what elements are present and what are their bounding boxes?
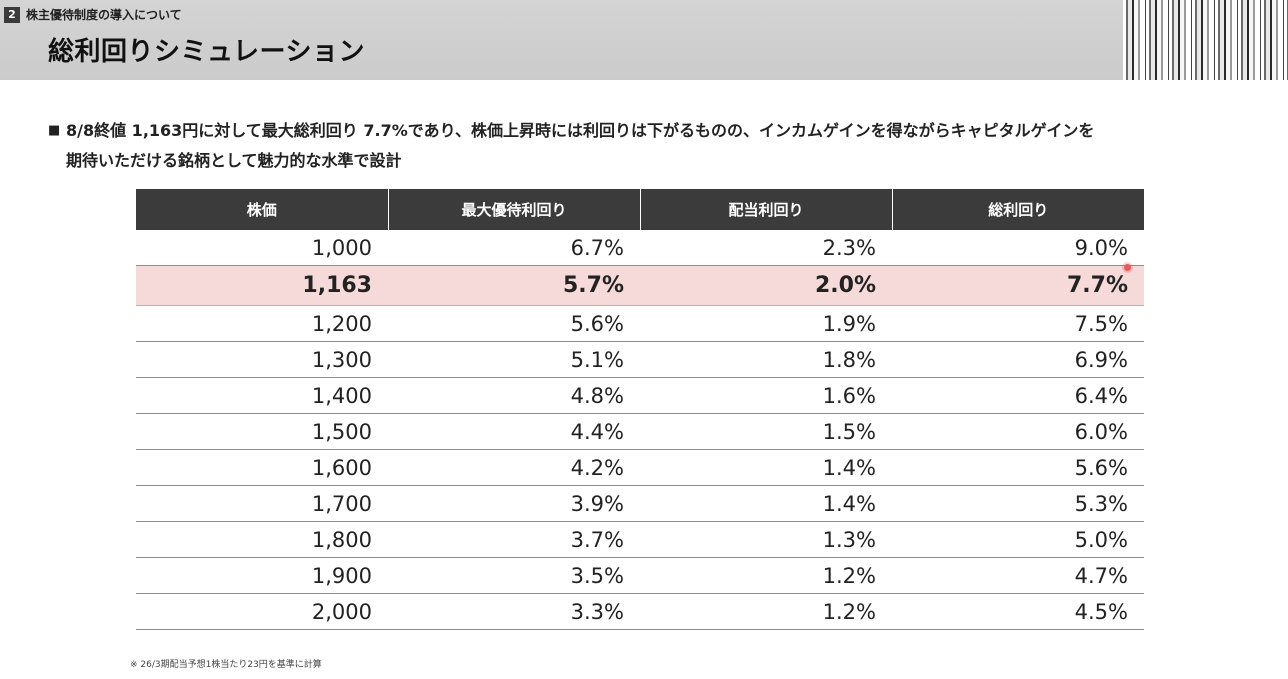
cell-dividend-yield: 2.0% xyxy=(640,265,892,306)
cell-stock-price: 1,400 xyxy=(136,377,388,414)
cell-total-yield: 5.3% xyxy=(892,485,1144,522)
table-row: 1,300 5.1% 1.8% 6.9% xyxy=(136,341,1144,378)
header-total-yield: 総利回り xyxy=(891,189,1144,230)
header-stock-price: 株価 xyxy=(136,189,388,230)
cell-stock-price: 1,300 xyxy=(136,341,388,378)
section-number-badge: 2 xyxy=(4,7,20,23)
cell-dividend-yield: 1.5% xyxy=(640,413,892,450)
square-bullet-icon: ■ xyxy=(48,123,61,138)
cell-max-benefit-yield: 6.7% xyxy=(388,230,640,266)
table-body: 1,000 6.7% 2.3% 9.0% 1,163 5.7% 2.0% 7.7% 1,200 5… xyxy=(136,230,1144,630)
table-row: 1,800 3.7% 1.3% 5.0% xyxy=(136,521,1144,558)
cell-stock-price: 1,900 xyxy=(136,557,388,594)
table-row: 1,500 4.4% 1.5% 6.0% xyxy=(136,413,1144,450)
cell-stock-price: 1,000 xyxy=(136,230,388,266)
lead-text: ■ 8/8終値 1,163円に対して最大総利回り 7.7%であり、株価上昇時には利… xyxy=(48,116,1248,176)
header-dividend-yield: 配当利回り xyxy=(639,189,892,230)
cell-total-yield: 9.0% xyxy=(892,230,1144,266)
pointer-dot-icon xyxy=(1124,264,1131,271)
cell-total-yield: 7.7% xyxy=(892,265,1144,306)
page-title: 総利回りシミュレーション xyxy=(48,37,365,67)
cell-total-yield: 6.4% xyxy=(892,377,1144,414)
cell-max-benefit-yield: 4.2% xyxy=(388,449,640,486)
cell-dividend-yield: 1.4% xyxy=(640,449,892,486)
cell-dividend-yield: 1.3% xyxy=(640,521,892,558)
cell-max-benefit-yield: 5.1% xyxy=(388,341,640,378)
cell-max-benefit-yield: 3.3% xyxy=(388,593,640,630)
decorative-stripes xyxy=(1123,0,1288,80)
table-row-highlighted: 1,163 5.7% 2.0% 7.7% xyxy=(136,265,1144,306)
cell-max-benefit-yield: 4.4% xyxy=(388,413,640,450)
cell-max-benefit-yield: 5.7% xyxy=(388,265,640,306)
lead-line-1: ■ 8/8終値 1,163円に対して最大総利回り 7.7%であり、株価上昇時には利… xyxy=(48,116,1248,146)
cell-dividend-yield: 1.4% xyxy=(640,485,892,522)
cell-max-benefit-yield: 4.8% xyxy=(388,377,640,414)
cell-total-yield: 5.6% xyxy=(892,449,1144,486)
cell-stock-price: 1,700 xyxy=(136,485,388,522)
lead-line-1-text: 8/8終値 1,163円に対して最大総利回り 7.7%であり、株価上昇時には利回… xyxy=(66,121,1095,140)
cell-stock-price: 1,200 xyxy=(136,305,388,342)
table-row: 1,700 3.9% 1.4% 5.3% xyxy=(136,485,1144,522)
section-title: 株主優待制度の導入について xyxy=(26,8,182,22)
header-band: 2 株主優待制度の導入について 総利回りシミュレーション xyxy=(0,0,1288,80)
table-row: 1,600 4.2% 1.4% 5.6% xyxy=(136,449,1144,486)
cell-stock-price: 2,000 xyxy=(136,593,388,630)
cell-max-benefit-yield: 5.6% xyxy=(388,305,640,342)
cell-stock-price: 1,500 xyxy=(136,413,388,450)
yield-simulation-table: 株価 最大優待利回り 配当利回り 総利回り 1,000 6.7% 2.3% 9.0% 1… xyxy=(136,189,1144,630)
table-row: 2,000 3.3% 1.2% 4.5% xyxy=(136,593,1144,630)
cell-max-benefit-yield: 3.9% xyxy=(388,485,640,522)
cell-max-benefit-yield: 3.7% xyxy=(388,521,640,558)
table-row: 1,000 6.7% 2.3% 9.0% xyxy=(136,230,1144,266)
cell-total-yield: 4.5% xyxy=(892,593,1144,630)
cell-dividend-yield: 1.2% xyxy=(640,557,892,594)
table-row: 1,200 5.6% 1.9% 7.5% xyxy=(136,305,1144,342)
cell-stock-price: 1,800 xyxy=(136,521,388,558)
table-row: 1,900 3.5% 1.2% 4.7% xyxy=(136,557,1144,594)
footnote: ※ 26/3期配当予想1株当たり23円を基準に計算 xyxy=(130,660,322,670)
cell-dividend-yield: 2.3% xyxy=(640,230,892,266)
cell-total-yield: 6.9% xyxy=(892,341,1144,378)
table-row: 1,400 4.8% 1.6% 6.4% xyxy=(136,377,1144,414)
cell-dividend-yield: 1.8% xyxy=(640,341,892,378)
cell-dividend-yield: 1.9% xyxy=(640,305,892,342)
cell-stock-price: 1,163 xyxy=(136,265,388,306)
cell-max-benefit-yield: 3.5% xyxy=(388,557,640,594)
cell-stock-price: 1,600 xyxy=(136,449,388,486)
cell-dividend-yield: 1.6% xyxy=(640,377,892,414)
lead-line-2: 期待いただける銘柄として魅力的な水準で設計 xyxy=(66,151,402,170)
header-max-benefit-yield: 最大優待利回り xyxy=(387,189,640,230)
table-header-row: 株価 最大優待利回り 配当利回り 総利回り xyxy=(136,189,1144,230)
cell-dividend-yield: 1.2% xyxy=(640,593,892,630)
cell-total-yield: 5.0% xyxy=(892,521,1144,558)
cell-total-yield: 7.5% xyxy=(892,305,1144,342)
cell-total-yield: 4.7% xyxy=(892,557,1144,594)
cell-total-yield: 6.0% xyxy=(892,413,1144,450)
